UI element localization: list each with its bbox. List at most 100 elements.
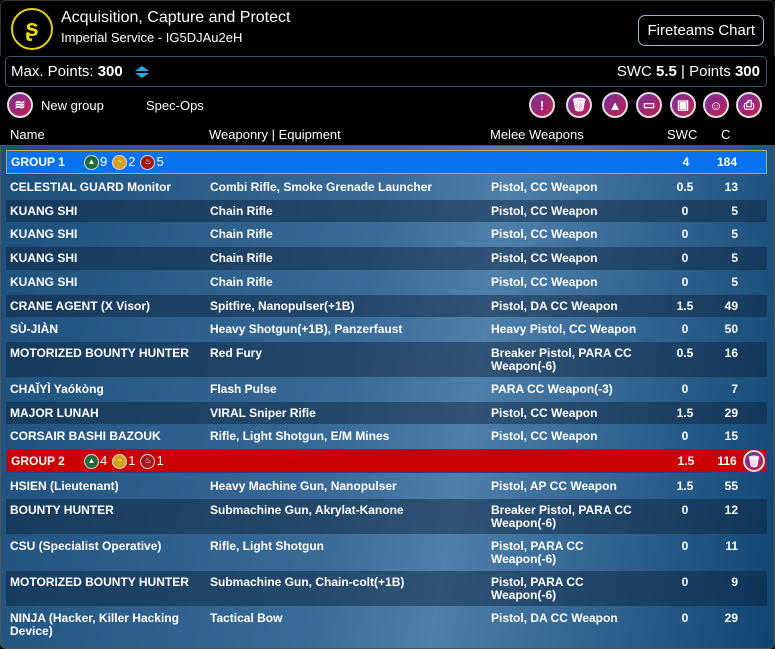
points-stepper-icon[interactable] [133, 65, 151, 79]
group-header[interactable]: GROUP 1 ▲ 9 ~2 ♨ 5 4 184 [6, 150, 767, 174]
group-header[interactable]: GROUP 2 ▲ 4 ~1 ♨ 1 1.5 116 🗑 [6, 449, 767, 473]
column-header-weapons: Weaponry | Equipment [209, 127, 341, 142]
max-points-label: Max. Points: [11, 63, 94, 80]
unit-name: CORSAIR BASHI BAZOUK [10, 429, 161, 444]
unit-name: CSU (Specialist Operative) [10, 538, 162, 553]
unit-cost: 5 [731, 274, 738, 289]
unit-name: MOTORIZED BOUNTY HUNTER [10, 574, 189, 589]
unit-cost: 9 [731, 574, 738, 589]
spec-ops-link[interactable]: Spec-Ops [146, 98, 204, 113]
unit-name: KUANG SHI [10, 251, 78, 266]
unit-cost: 5 [731, 251, 738, 266]
unit-swc: 0.5 [676, 180, 694, 194]
unit-cost: 11 [725, 538, 738, 553]
unit-weapons: Chain Rifle [210, 251, 273, 266]
group-cost: 184 [716, 155, 738, 169]
layers-plus-icon: ≋ [7, 92, 33, 118]
unit-name: KUANG SHI [10, 203, 78, 218]
faction-logo: ʂ [11, 8, 53, 50]
unit-swc: 0 [681, 322, 689, 337]
table-row[interactable]: MOTORIZED BOUNTY HUNTER Submachine Gun, C… [6, 570, 767, 606]
unit-swc: 0 [681, 203, 689, 218]
table-row[interactable]: BOUNTY HUNTER Submachine Gun, Akrylat-Kan… [6, 498, 767, 534]
unit-weapons: VIRAL Sniper Rifle [210, 405, 316, 420]
table-row[interactable]: KUANG SHI Chain Rifle Pistol, CC Weapon 0 5 [6, 247, 767, 270]
new-group-label: New group [41, 97, 104, 113]
unit-swc: 0 [681, 574, 689, 589]
fireteams-chart-button[interactable]: Fireteams Chart [638, 15, 764, 46]
ranking-icon[interactable]: ▲ [602, 92, 628, 118]
army-list-table: GROUP 1 ▲ 9 ~2 ♨ 5 4 184 CELESTIAL GUARD Monitor… [0, 145, 775, 649]
unit-swc: 0 [681, 274, 689, 289]
unit-weapons: Chain Rifle [210, 227, 273, 242]
alert-icon[interactable]: ! [529, 92, 555, 118]
irregular-count: 1 [128, 453, 136, 468]
unit-swc: 0 [681, 538, 689, 553]
table-row[interactable]: KUANG SHI Chain Rifle Pistol, CC Weapon 0 5 [6, 271, 767, 294]
points-bar: Max. Points: 300 SWC 5.5 | Points 300 [5, 56, 767, 87]
group-swc: 1.5 [677, 454, 695, 468]
unit-cost: 12 [724, 502, 738, 517]
unit-weapons: Combi Rifle, Smoke Grenade Launcher [210, 180, 433, 194]
unit-cost: 5 [731, 227, 738, 242]
unit-weapons: Rifle, Light Shotgun [210, 538, 324, 553]
unit-swc: 1.5 [676, 298, 694, 313]
table-row[interactable]: MOTORIZED BOUNTY HUNTER Red Fury Breaker P… [6, 341, 767, 377]
table-row[interactable]: CHAĬYÌ Yaókòng Flash Pulse PARA CC Weapon(… [6, 378, 767, 401]
unit-melee: Pistol, CC Weapon [491, 274, 598, 289]
unit-weapons: Tactical Bow [210, 610, 283, 625]
unit-name: MOTORIZED BOUNTY HUNTER [10, 345, 189, 360]
table-row[interactable]: CSU (Specialist Operative) Rifle, Light S… [6, 535, 767, 570]
unit-melee: Pistol, DA CC Weapon [491, 298, 618, 313]
unit-melee: Pistol, PARA CC Weapon(-6) [491, 538, 584, 566]
table-row[interactable]: HSIEN (Lieutenant) Heavy Machine Gun, Nan… [6, 475, 767, 498]
swc-value: 5.5 [655, 63, 677, 80]
swc-label: SWC [616, 63, 652, 80]
table-row[interactable]: MAJOR LUNAH VIRAL Sniper Rifle Pistol, CC … [6, 401, 767, 425]
unit-melee: Pistol, CC Weapon [491, 429, 598, 444]
unit-cost: 7 [731, 381, 738, 396]
trash-icon[interactable]: 🗑 [566, 92, 592, 118]
unit-melee: Heavy Pistol, CC Weapon [491, 322, 637, 337]
unit-name: NINJA (Hacker, Killer Hacking Device) [10, 610, 179, 638]
column-header-name: Name [10, 127, 45, 142]
regular-order-icon: ▲ [84, 454, 99, 470]
table-row[interactable]: CORSAIR BASHI BAZOUK Rifle, Light Shotgun… [6, 425, 767, 448]
unit-weapons: Submachine Gun, Akrylat-Kanone [210, 502, 404, 517]
group-badges: ▲ 4 ~1 ♨ 1 [84, 453, 169, 470]
unit-melee: Breaker Pistol, PARA CC Weapon(-6) [491, 345, 632, 373]
impetuous-count: 1 [156, 453, 164, 468]
unit-swc: 1.5 [676, 405, 694, 420]
save-icon[interactable]: ▣ [670, 92, 696, 118]
table-row[interactable]: SÙ-JIÀN Heavy Shotgun(+1B), Panzerfaust He… [6, 318, 767, 341]
unit-swc: 0 [681, 381, 689, 396]
table-row[interactable]: CRANE AGENT (X Visor) Spitfire, Nanopulse… [6, 294, 767, 318]
table-row[interactable]: NINJA (Hacker, Killer Hacking Device) Tac… [6, 607, 767, 642]
table-row[interactable]: KUANG SHI Chain Rifle Pistol, CC Weapon 0 5 [6, 199, 767, 223]
unit-melee: Pistol, CC Weapon [491, 251, 598, 266]
table-row[interactable]: CELESTIAL GUARD Monitor Combi Rifle, Smok… [6, 176, 767, 199]
unit-name: CELESTIAL GUARD Monitor [10, 180, 172, 194]
smiley-icon[interactable]: ☺ [703, 92, 729, 118]
unit-melee: Breaker Pistol, PARA CC Weapon(-6) [491, 502, 632, 530]
unit-cost: 13 [724, 180, 738, 194]
chat-icon[interactable]: ▭ [636, 92, 662, 118]
unit-name: CRANE AGENT (X Visor) [10, 298, 151, 313]
table-row[interactable]: KUANG SHI Chain Rifle Pistol, CC Weapon 0 5 [6, 223, 767, 246]
unit-name: BOUNTY HUNTER [10, 502, 114, 517]
points-value: 300 [734, 63, 760, 80]
unit-cost: 16 [724, 345, 738, 360]
unit-weapons: Heavy Shotgun(+1B), Panzerfaust [210, 322, 403, 337]
new-group-button[interactable]: ≋ New group [7, 92, 104, 118]
unit-name: SÙ-JIÀN [10, 322, 59, 337]
unit-melee: Pistol, CC Weapon [491, 203, 598, 218]
unit-weapons: Rifle, Light Shotgun, E/M Mines [210, 429, 390, 444]
army-subtitle: Imperial Service - IG5DJAu2eH [61, 30, 243, 45]
unit-swc: 0 [681, 610, 689, 625]
irregular-count: 2 [128, 154, 136, 169]
max-points-value: 300 [97, 63, 123, 80]
column-header-c: C [721, 127, 731, 142]
unit-cost: 49 [724, 298, 738, 313]
print-icon[interactable]: ⎙ [736, 92, 762, 118]
delete-group-trash-icon[interactable]: 🗑 [743, 450, 765, 472]
